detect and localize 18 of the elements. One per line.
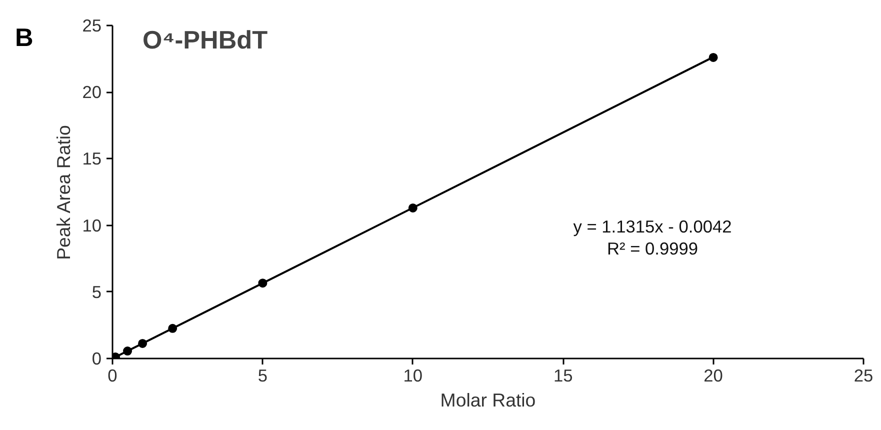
y-tick-label: 5 [92,282,102,302]
x-tick-label: 25 [854,366,874,386]
x-tick-label: 5 [258,366,268,386]
y-tick-label: 15 [82,148,102,169]
chart-title: O⁴-PHBdT [142,26,268,54]
y-tick-label: 20 [82,82,102,102]
x-tick-label: 20 [704,366,723,386]
y-tick-label: 0 [92,348,102,368]
x-tick-label: 10 [403,366,423,386]
y-tick-label: 25 [82,16,102,36]
y-tick-label: 10 [82,215,102,236]
y-axis-title: Peak Area Ratio [53,125,74,260]
x-tick-label: 15 [553,366,573,386]
annotation: y = 1.1315x - 0.0042 [573,216,732,236]
x-axis-title: Molar Ratio [440,390,536,410]
x-tick-label: 0 [108,366,118,386]
text: B [15,23,34,54]
annotation: R² = 0.9999 [606,238,698,258]
